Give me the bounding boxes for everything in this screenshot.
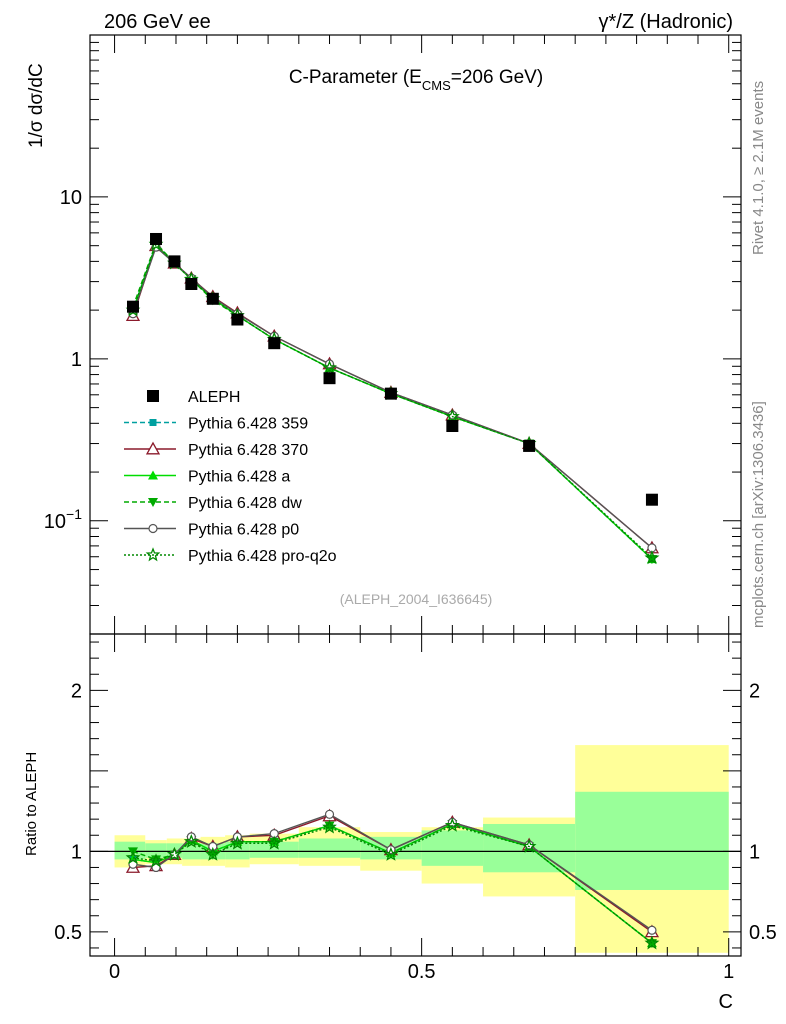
y-tick-label: 10 xyxy=(60,187,82,209)
ratio-series-point xyxy=(205,846,221,861)
ratio-series-point xyxy=(521,838,537,853)
main-series-point xyxy=(322,360,337,375)
stat-uncertainty-band xyxy=(575,791,729,890)
ratio-x-ticks xyxy=(114,634,730,956)
legend-marker xyxy=(148,470,158,480)
chart-title-tail: =206 GeV) xyxy=(451,67,543,88)
legend-label: Pythia 6.428 a xyxy=(188,469,290,486)
ratio-series-point xyxy=(383,846,399,861)
data-point xyxy=(231,313,244,326)
legend-label: Pythia 6.428 359 xyxy=(188,416,308,433)
data-point xyxy=(323,372,336,385)
rivet-version-label: Rivet 4.1.0, ≥ 2.1M events xyxy=(750,81,767,255)
legend-item: Pythia 6.428 359 xyxy=(124,416,308,433)
ratio-series-point xyxy=(230,835,245,850)
main-series-point xyxy=(644,550,660,565)
legend-marker xyxy=(148,498,158,507)
data-point xyxy=(268,337,281,350)
legend-item: ALEPH xyxy=(147,389,240,406)
data-point xyxy=(185,277,198,290)
legend-marker xyxy=(148,523,158,534)
legend-label: Pythia 6.428 pro-q2o xyxy=(188,548,337,565)
x-tick-label: 0 xyxy=(109,961,120,983)
legend-label: Pythia 6.428 370 xyxy=(188,442,308,459)
main-ylabel: 1/σ dσ/dC xyxy=(26,63,47,148)
legend: ALEPH Pythia 6.428 359 Pythia 6.428 370 Pyt… xyxy=(124,389,337,565)
chart-title-sub: CMS xyxy=(422,78,451,93)
data-point xyxy=(150,232,163,245)
analysis-watermark: (ALEPH_2004_I636645) xyxy=(340,591,493,607)
ratio-y-ticks xyxy=(90,641,741,949)
ratio-xlabel: C xyxy=(719,991,733,1013)
header-right: γ*/Z (Hadronic) xyxy=(599,11,733,33)
main-panel: 10 1 10−1 xyxy=(44,34,742,635)
legend-label: ALEPH xyxy=(188,389,240,406)
ratio-series-point xyxy=(208,841,218,852)
data-point xyxy=(206,292,219,305)
ratio-series-point xyxy=(269,837,280,847)
ratio-series-point xyxy=(444,817,460,832)
ratio-series-point xyxy=(183,833,199,848)
ratio-series-point xyxy=(148,853,164,868)
legend-marker xyxy=(147,390,159,402)
ratio-y-tick-label-right: 2 xyxy=(749,680,760,702)
x-tick-label: 1 xyxy=(723,961,734,983)
legend-item: Pythia 6.428 370 xyxy=(124,441,308,459)
chart-title: C-Parameter (ECMS=206 GeV) xyxy=(289,67,543,93)
ratio-y-tick-label-right: 1 xyxy=(749,841,760,863)
legend-item: Pythia 6.428 pro-q2o xyxy=(124,547,337,565)
legend-item: Pythia 6.428 a xyxy=(124,469,290,486)
ratio-ylabel: Ratio to ALEPH xyxy=(23,752,40,856)
data-point xyxy=(446,420,459,433)
x-tick-label: 0.5 xyxy=(408,961,436,983)
legend-marker xyxy=(149,419,157,426)
data-point xyxy=(168,255,181,268)
header-left: 206 GeV ee xyxy=(104,11,211,33)
ratio-series-point xyxy=(322,819,337,834)
ratio-y-tick-label: 2 xyxy=(71,680,82,702)
main-y-ticks xyxy=(90,35,741,635)
legend-item: Pythia 6.428 p0 xyxy=(124,522,299,539)
ratio-series-6 xyxy=(125,817,660,950)
chart-title-main: C-Parameter (E xyxy=(289,67,422,88)
ratio-series-point xyxy=(266,835,282,850)
legend-label: Pythia 6.428 p0 xyxy=(188,522,299,539)
stat-uncertainty-band xyxy=(298,838,361,858)
ratio-series-point xyxy=(125,849,141,865)
main-series-line xyxy=(132,243,653,559)
ratio-panel: 0.5 0.5 1 1 2 2 0 0.5 1 xyxy=(54,633,777,983)
legend-marker xyxy=(145,441,161,455)
stat-uncertainty-band xyxy=(145,843,167,858)
ratio-y-tick-label: 1 xyxy=(71,841,82,863)
data-point xyxy=(384,387,397,400)
main-series-point xyxy=(646,555,657,565)
ratio-y-tick-label-right: 0.5 xyxy=(749,922,777,944)
stat-uncertainty-band xyxy=(421,830,484,866)
y-tick-label: 1 xyxy=(71,349,82,371)
legend-label: Pythia 6.428 dw xyxy=(188,495,302,512)
ratio-y-tick-label: 0.5 xyxy=(54,922,82,944)
main-frame xyxy=(89,34,742,635)
ratio-series-point xyxy=(324,809,335,819)
ratio-series-point xyxy=(647,925,657,935)
ratio-series-point xyxy=(151,855,162,865)
y-tick-label: 10−1 xyxy=(44,506,82,533)
ratio-series-point xyxy=(324,821,335,831)
main-series-point xyxy=(444,408,460,423)
ratio-series-point xyxy=(644,935,660,950)
ratio-series-point xyxy=(166,846,182,861)
legend-item: Pythia 6.428 dw xyxy=(124,495,302,512)
ratio-frame xyxy=(89,633,742,957)
data-point xyxy=(645,493,658,506)
mcplots-label: mcplots.cern.ch [arXiv:1306.3436] xyxy=(750,401,767,628)
legend-marker xyxy=(145,547,161,562)
main-data-points xyxy=(126,232,658,506)
stat-uncertainty-band xyxy=(249,841,299,858)
data-point xyxy=(126,300,139,313)
data-point xyxy=(523,439,536,452)
